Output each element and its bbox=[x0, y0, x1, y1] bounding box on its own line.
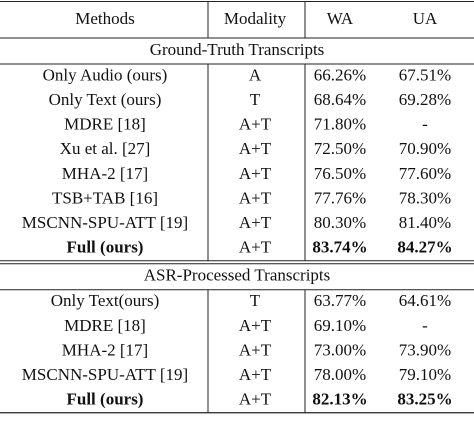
table-cell: 77.60% bbox=[399, 164, 451, 183]
table-cell: A+T bbox=[239, 188, 272, 207]
table-cell: 67.51% bbox=[399, 65, 451, 84]
table-cell: 78.00% bbox=[314, 365, 366, 384]
table-cell: A+T bbox=[239, 316, 272, 335]
table-cell: A+T bbox=[239, 340, 272, 359]
column-header: WA bbox=[327, 9, 354, 28]
table-cell: 83.74% bbox=[312, 238, 367, 257]
table-cell: 80.30% bbox=[314, 213, 366, 232]
table-cell: 63.77% bbox=[314, 291, 366, 310]
table-cell: T bbox=[250, 291, 261, 310]
table-cell: A+T bbox=[239, 115, 272, 134]
table-cell: 69.10% bbox=[314, 316, 366, 335]
method-name: MSCNN-SPU-ATT [19] bbox=[22, 365, 188, 384]
table-cell: A+T bbox=[239, 238, 272, 257]
method-name: Full (ours) bbox=[67, 238, 144, 257]
method-name: MHA-2 [17] bbox=[62, 340, 148, 359]
method-name: Only Text(ours) bbox=[51, 291, 160, 310]
method-name: MSCNN-SPU-ATT [19] bbox=[22, 213, 188, 232]
table-cell: 83.25% bbox=[397, 390, 452, 409]
table-cell: A+T bbox=[239, 139, 272, 158]
column-header: Methods bbox=[75, 9, 135, 28]
column-header: UA bbox=[413, 9, 438, 28]
method-name: Only Text (ours) bbox=[49, 90, 162, 109]
method-name: TSB+TAB [16] bbox=[52, 188, 158, 207]
table-cell: - bbox=[422, 115, 428, 134]
table-cell: 69.28% bbox=[399, 90, 451, 109]
method-name: Full (ours) bbox=[67, 390, 144, 409]
method-name: MHA-2 [17] bbox=[62, 164, 148, 183]
table-cell: 72.50% bbox=[314, 139, 366, 158]
section-title: ASR-Processed Transcripts bbox=[144, 266, 331, 285]
table-cell: 79.10% bbox=[399, 365, 451, 384]
table-cell: 70.90% bbox=[399, 139, 451, 158]
table-cell: 71.80% bbox=[314, 115, 366, 134]
table-cell: 64.61% bbox=[399, 291, 451, 310]
table-cell: A+T bbox=[239, 213, 272, 232]
table-cell: A+T bbox=[239, 390, 272, 409]
table-cell: 84.27% bbox=[397, 238, 452, 257]
table-cell: 82.13% bbox=[312, 390, 367, 409]
table-cell: 66.26% bbox=[314, 65, 366, 84]
table-cell: 73.00% bbox=[314, 340, 366, 359]
method-name: Xu et al. [27] bbox=[60, 139, 151, 158]
table-cell: 76.50% bbox=[314, 164, 366, 183]
method-name: MDRE [18] bbox=[64, 316, 146, 335]
table-cell: - bbox=[422, 316, 428, 335]
table-cell: 68.64% bbox=[314, 90, 366, 109]
method-name: MDRE [18] bbox=[64, 115, 146, 134]
table-cell: T bbox=[250, 90, 261, 109]
table-cell: 78.30% bbox=[399, 188, 451, 207]
section-title: Ground-Truth Transcripts bbox=[150, 40, 325, 59]
table-cell: A+T bbox=[239, 365, 272, 384]
table-cell: 81.40% bbox=[399, 213, 451, 232]
column-header: Modality bbox=[224, 9, 287, 28]
table-cell: A+T bbox=[239, 164, 272, 183]
table-cell: A bbox=[249, 65, 262, 84]
table-cell: 77.76% bbox=[314, 188, 366, 207]
method-name: Only Audio (ours) bbox=[43, 65, 168, 84]
table-cell: 73.90% bbox=[399, 340, 451, 359]
